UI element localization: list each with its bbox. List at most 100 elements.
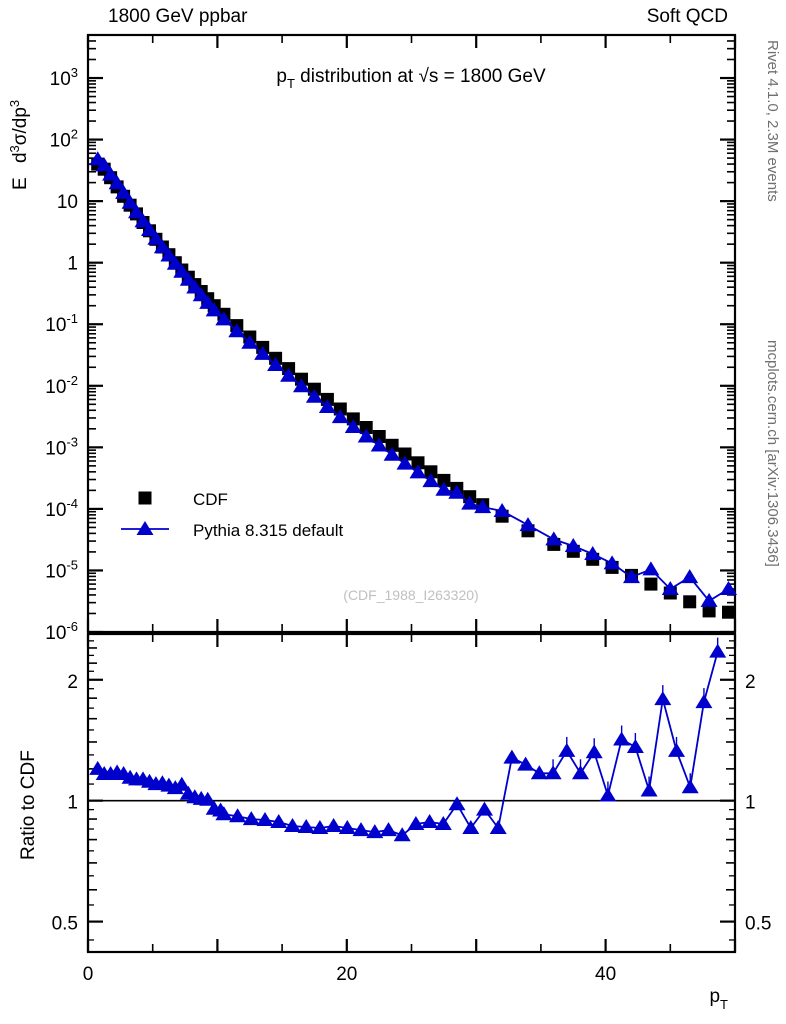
data-point-triangle — [305, 388, 323, 403]
data-point-triangle — [422, 473, 440, 488]
main-y-tick-label: 10-1 — [45, 311, 78, 336]
data-point-triangle — [461, 495, 479, 510]
ratio-data-point — [380, 822, 397, 837]
side-label-rivet: Rivet 4.1.0, 2.3M events — [764, 40, 781, 202]
ratio-data-point — [256, 812, 274, 826]
title-T: T — [287, 76, 295, 91]
data-point-square — [359, 421, 373, 434]
data-point-triangle — [241, 334, 259, 349]
legend-triangle-marker — [136, 521, 154, 535]
ratio-data-point — [311, 820, 329, 834]
ylabel-p-sup: 3 — [7, 100, 22, 107]
data-point-triangle — [280, 367, 298, 382]
ratio-y-tick-label-left: 1 — [67, 793, 78, 814]
data-point-square — [372, 430, 386, 443]
legend-square-marker — [138, 491, 152, 505]
data-point-square — [411, 456, 425, 470]
ratio-data-series — [89, 637, 727, 842]
ratio-data-point — [215, 806, 233, 821]
data-point-triangle — [186, 279, 204, 294]
data-point-triangle — [254, 345, 272, 360]
title-eq: = 1800 GeV — [438, 66, 546, 87]
data-point-triangle — [642, 561, 660, 576]
ratio-data-point — [476, 801, 493, 816]
data-point-triangle — [331, 409, 349, 424]
main-plot-title: pT distribution at √s = 1800 GeV — [276, 66, 546, 91]
data-point-triangle — [493, 503, 511, 517]
data-point-triangle — [108, 175, 126, 190]
data-point-triangle — [267, 357, 285, 371]
data-point-triangle — [160, 247, 178, 262]
x-tick-label: 20 — [336, 964, 357, 985]
x-tick-label: 0 — [83, 964, 94, 985]
ratio-data-point — [489, 820, 507, 834]
data-point-triangle — [603, 555, 621, 570]
ratio-data-point — [229, 808, 247, 823]
data-point-triangle — [141, 222, 158, 236]
ratio-data-point — [530, 765, 548, 780]
data-point-triangle — [215, 311, 233, 326]
data-point-triangle — [519, 517, 537, 532]
data-point-triangle — [166, 255, 184, 270]
data-point-triangle — [383, 446, 401, 461]
ratio-y-tick-label-left: 2 — [67, 672, 78, 693]
ratio-series-group — [89, 637, 727, 842]
header-left-label: 1800 GeV ppbar — [108, 6, 248, 27]
ylabel-E: E — [10, 177, 31, 190]
data-point-triangle — [95, 157, 113, 172]
ratio-data-point — [366, 824, 384, 839]
ratio-y-tick-label-right: 1 — [745, 793, 756, 814]
xlabel-T: T — [720, 997, 728, 1012]
data-point-triangle — [228, 323, 246, 338]
ratio-data-point — [503, 749, 521, 764]
ratio-y-tick-label-left: 0.5 — [52, 914, 78, 935]
data-point-square — [385, 438, 399, 452]
main-y-tick-label: 10-3 — [45, 434, 78, 459]
title-sqrt-s: √s — [418, 66, 438, 87]
data-point-triangle — [357, 428, 375, 443]
data-point-triangle — [409, 464, 427, 479]
data-point-triangle — [545, 531, 563, 546]
data-point-triangle — [147, 230, 165, 245]
data-point-triangle — [173, 263, 191, 278]
data-point-square — [333, 402, 347, 416]
data-point-triangle — [344, 419, 362, 433]
data-point-triangle — [448, 484, 466, 499]
title-rest: distribution at — [295, 66, 419, 87]
ratio-y-tick-label-right: 0.5 — [745, 914, 771, 935]
ylabel-d-sup: 3 — [7, 145, 22, 152]
legend-label: CDF — [193, 490, 228, 509]
data-point-triangle — [192, 287, 210, 302]
title-p: p — [276, 66, 287, 87]
main-panel-frame — [86, 33, 737, 634]
ratio-data-point — [462, 820, 480, 834]
main-y-tick-label: 1 — [67, 254, 78, 275]
data-point-triangle — [179, 271, 197, 286]
data-point-square — [683, 595, 697, 609]
main-data-series — [89, 151, 737, 619]
legend: CDF Pythia 8.315 default — [121, 490, 344, 540]
main-panel-ticks — [86, 34, 737, 634]
main-y-tick-label: 10-2 — [45, 373, 78, 398]
ratio-data-point — [407, 816, 425, 830]
ratio-data-point — [199, 791, 217, 806]
xlabel-p: p — [709, 986, 720, 1007]
data-point-triangle — [681, 569, 699, 584]
data-point-triangle — [153, 239, 171, 254]
data-point-triangle — [205, 302, 223, 317]
x-axis-title: pT — [709, 986, 728, 1012]
ratio-data-point — [448, 796, 466, 811]
data-point-square — [644, 577, 658, 591]
ratio-y-axis-title: Ratio to CDF — [18, 750, 39, 860]
ratio-data-point — [517, 756, 535, 771]
ylabel-sigma: σ/dp — [10, 107, 31, 145]
ratio-data-point — [352, 822, 370, 837]
ratio-data-point — [421, 814, 439, 828]
data-point-triangle — [128, 204, 145, 219]
ratio-panel: 2 2 1 1 0.5 0.5 — [52, 632, 771, 954]
ratio-data-point — [270, 814, 288, 828]
